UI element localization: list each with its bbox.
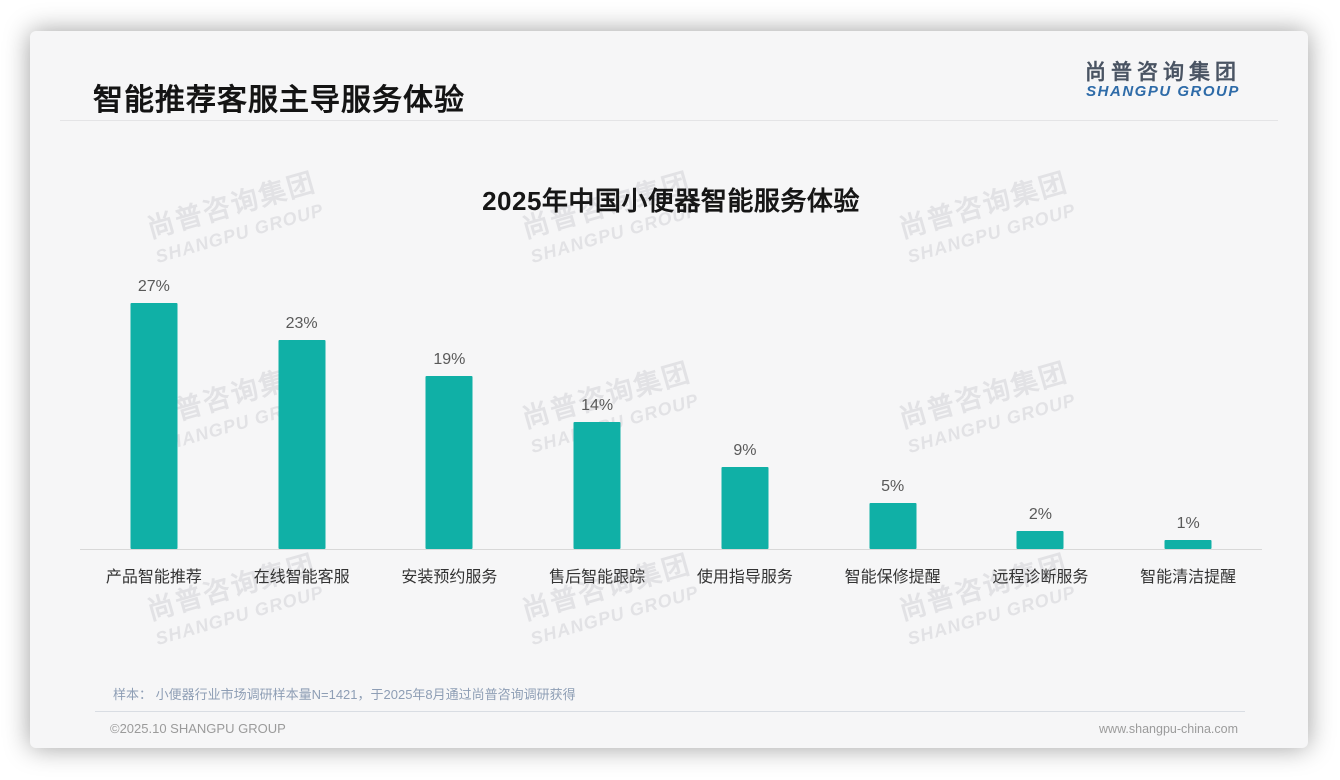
- watermark-text-en: SHANGPU GROUP: [153, 581, 326, 649]
- bar-slot: 5%: [819, 269, 967, 549]
- x-axis-line: [80, 549, 1262, 550]
- website-text: www.shangpu-china.com: [1099, 722, 1238, 736]
- bar: [869, 503, 917, 549]
- watermark-text-en: SHANGPU GROUP: [528, 581, 701, 649]
- bar-value-label: 27%: [137, 278, 170, 295]
- logo-text-en: SHANGPU GROUP: [1086, 83, 1240, 101]
- bar: [278, 340, 326, 549]
- bar-value-label: 19%: [433, 351, 466, 368]
- bar-value-label: 5%: [881, 478, 905, 495]
- bar-slot: 23%: [228, 269, 376, 549]
- bar: [425, 376, 473, 549]
- category-label: 安装预约服务: [401, 569, 498, 586]
- bar-value-label: 14%: [581, 397, 614, 414]
- category-label: 智能清洁提醒: [1140, 569, 1237, 586]
- footer-divider: [95, 711, 1245, 712]
- category-label: 远程诊断服务: [992, 569, 1089, 586]
- copyright-text: ©2025.10 SHANGPU GROUP: [110, 721, 286, 736]
- watermark-text-zh: 尚普咨询集团: [518, 549, 695, 626]
- watermark-text-zh: 尚普咨询集团: [895, 549, 1072, 626]
- bar: [130, 303, 178, 549]
- bar-slot: 1%: [1114, 269, 1262, 549]
- bar-slot: 14%: [523, 269, 671, 549]
- bar-slot: 2%: [967, 269, 1115, 549]
- watermark-text-zh: 尚普咨询集团: [143, 549, 320, 626]
- category-label: 售后智能跟踪: [549, 569, 646, 586]
- bar-value-label: 23%: [285, 315, 318, 332]
- watermark-text-en: SHANGPU GROUP: [905, 581, 1078, 649]
- bar-chart-plot-area: 27% 23% 19% 14% 9% 5% 2% 1%: [80, 269, 1262, 549]
- bar: [573, 422, 621, 549]
- bar-value-label: 1%: [1176, 515, 1200, 532]
- category-label: 在线智能客服: [253, 569, 350, 586]
- category-label: 产品智能推荐: [105, 569, 202, 586]
- bar-value-label: 2%: [1028, 506, 1052, 523]
- bar-slot: 27%: [80, 269, 228, 549]
- bar: [1164, 540, 1212, 549]
- category-label: 使用指导服务: [696, 569, 793, 586]
- page-title: 智能推荐客服主导服务体验: [93, 84, 465, 117]
- bar-value-label: 9%: [733, 442, 757, 459]
- x-axis-category-labels: 产品智能推荐 在线智能客服 安装预约服务 售后智能跟踪 使用指导服务 智能保修提醒 远程诊断…: [80, 563, 1262, 587]
- sample-note: 样本： 小便器行业市场调研样本量N=1421，于2025年8月通过尚普咨询调研获…: [113, 687, 576, 702]
- chart-title: 2025年中国小便器智能服务体验: [482, 186, 860, 216]
- logo-text-zh: 尚普咨询集团: [1085, 61, 1241, 84]
- header-divider: [60, 120, 1278, 121]
- bar-slot: 19%: [376, 269, 524, 549]
- slide-card: 智能推荐客服主导服务体验 尚普咨询集团 SHANGPU GROUP 尚普咨询集团…: [30, 31, 1308, 748]
- bar: [721, 467, 769, 549]
- bar: [1016, 531, 1064, 549]
- company-logo: 尚普咨询集团 SHANGPU GROUP: [1085, 61, 1241, 101]
- category-label: 智能保修提醒: [844, 569, 941, 586]
- bar-slot: 9%: [671, 269, 819, 549]
